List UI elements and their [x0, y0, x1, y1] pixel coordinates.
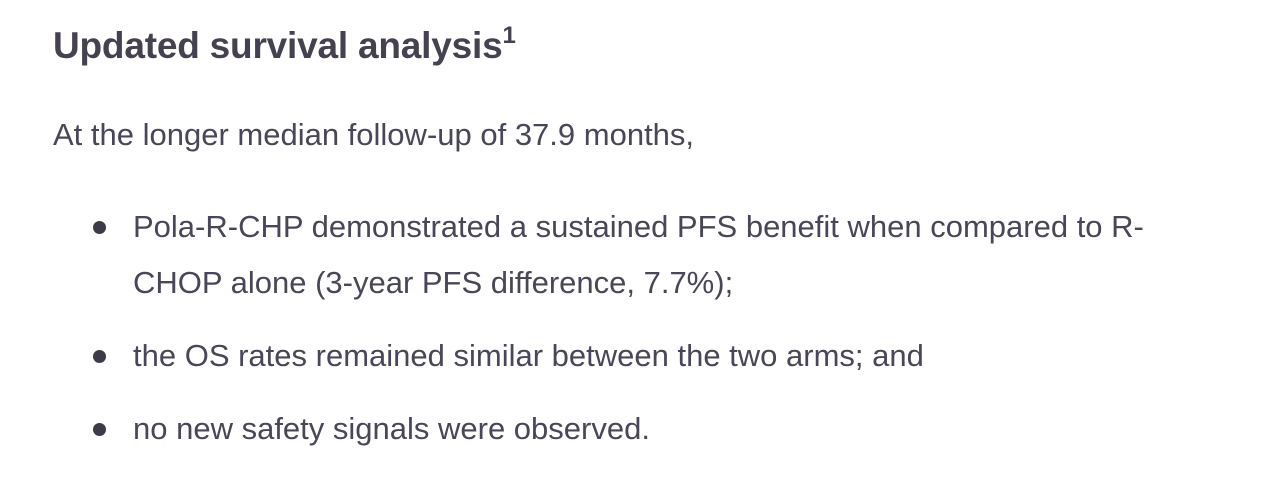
section-title: Updated survival analysis	[53, 25, 503, 66]
section-heading: Updated survival analysis1	[53, 18, 1223, 74]
findings-list: Pola-R-CHP demonstrated a sustained PFS …	[53, 199, 1223, 457]
bullet-dot-icon	[93, 423, 106, 436]
bullet-dot-icon	[93, 350, 106, 363]
list-item: Pola-R-CHP demonstrated a sustained PFS …	[93, 199, 1223, 311]
list-item: the OS rates remained similar between th…	[93, 328, 1223, 384]
list-item: no new safety signals were observed.	[93, 401, 1223, 457]
list-item-text: Pola-R-CHP demonstrated a sustained PFS …	[133, 209, 1144, 300]
article-section: Updated survival analysis1 At the longer…	[53, 18, 1223, 457]
list-item-text: no new safety signals were observed.	[133, 411, 650, 446]
footnote-reference[interactable]: 1	[502, 21, 516, 49]
bullet-dot-icon	[93, 221, 106, 234]
list-item-text: the OS rates remained similar between th…	[133, 338, 924, 373]
intro-text: At the longer median follow-up of 37.9 m…	[53, 117, 695, 152]
